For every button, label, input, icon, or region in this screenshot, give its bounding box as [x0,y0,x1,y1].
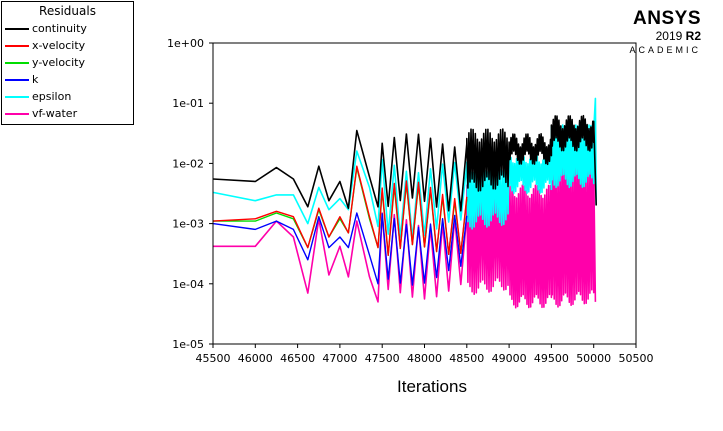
x-tick-label: 46000 [238,352,273,365]
brand-name: ANSYS [633,8,701,29]
x-tick-label: 46500 [280,352,315,365]
legend-swatch [5,79,29,81]
legend-title: Residuals [39,4,96,18]
series-line-k [212,212,468,286]
x-tick-label: 49500 [534,352,569,365]
legend-label: continuity [32,22,87,35]
legend-item-epsilon: epsilon [5,89,133,105]
brand-edition: ACADEMIC [629,45,701,55]
y-tick-label: 1e-01 [172,97,204,110]
brand-version-year: 2019 [655,29,683,43]
legend-item-x-velocity: x-velocity [5,38,133,54]
brand-version-release: R2 [685,29,701,43]
y-tick-label: 1e+00 [167,37,204,50]
brand-version: 2019 R2 [629,29,701,43]
x-axis-title: Iterations [397,377,467,396]
y-tick-label: 1e-02 [172,157,204,170]
legend-label: epsilon [32,90,72,103]
x-tick-label: 50500 [619,352,654,365]
legend-item-y-velocity: y-velocity [5,55,133,71]
legend-item-vf-water: vf-water [5,106,133,122]
x-tick-label: 48000 [407,352,442,365]
legend-label: x-velocity [32,39,86,52]
y-tick-label: 1e-05 [172,338,204,351]
legend-label: y-velocity [32,56,85,69]
ansys-brand: ANSYS 2019 R2 ACADEMIC [629,8,701,55]
legend: Residuals continuity x-velocity y-velocity… [1,1,134,125]
legend-swatch [5,113,29,115]
legend-swatch [5,62,29,64]
x-tick-label: 45500 [196,352,231,365]
y-tick-label: 1e-04 [172,278,204,291]
legend-swatch [5,28,29,30]
series-line-continuity [212,114,597,212]
y-tick-label: 1e-03 [172,218,204,231]
series-line-x-velocity [212,165,468,256]
legend-item-continuity: continuity [5,21,133,37]
x-tick-label: 50000 [576,352,611,365]
legend-label: k [32,73,39,86]
x-tick-label: 47000 [322,352,357,365]
series-layer [212,97,597,309]
legend-label: vf-water [32,107,78,120]
x-tick-label: 49000 [492,352,527,365]
tick-layer: 45500 46000 46500 47000 47500 48000 48500 49000… [167,37,653,365]
x-tick-label: 47500 [365,352,400,365]
legend-item-k: k [5,72,133,88]
legend-swatch [5,45,29,47]
x-tick-label: 48500 [449,352,484,365]
legend-swatch [5,96,29,98]
